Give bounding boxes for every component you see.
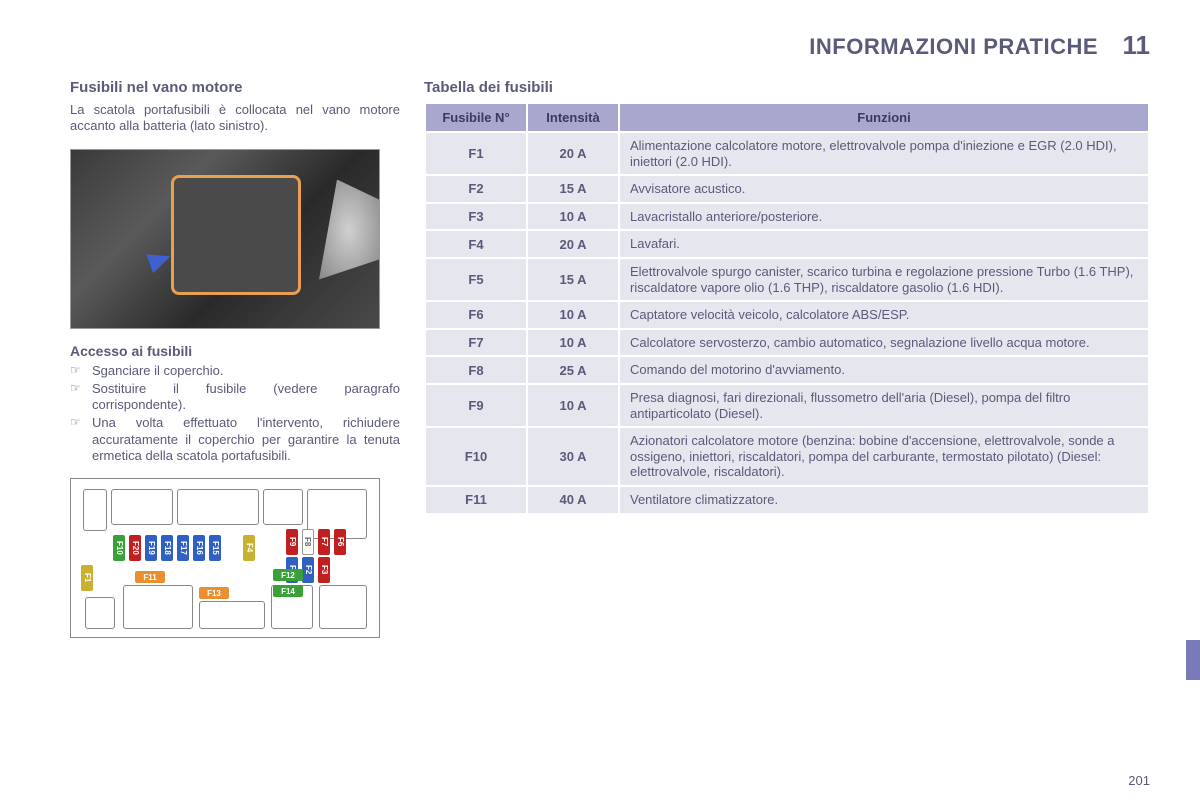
table-row: F910 APresa diagnosi, fari direzionali, … [426,385,1148,426]
fuse-function: Captatore velocità veicolo, calcolatore … [620,302,1148,328]
diagram-fuse-label: F8 [302,529,314,555]
diagram-outline-box [85,597,115,629]
diagram-fuse-label: F15 [209,535,221,561]
fuse-number: F3 [426,204,526,230]
diagram-fuse-label: F9 [286,529,298,555]
fuse-number: F1 [426,133,526,174]
headlight-shape [319,180,379,280]
fuse-function: Lavacristallo anteriore/posteriore. [620,204,1148,230]
list-item: Sganciare il coperchio. [70,363,400,379]
table-row: F610 ACaptatore velocità veicolo, calcol… [426,302,1148,328]
diagram-outline-box [83,489,107,531]
pointer-arrow-icon [146,246,174,272]
diagram-fuse-label: F18 [161,535,173,561]
page-number: 201 [1128,773,1150,788]
fuse-number: F11 [426,487,526,513]
table-row: F420 ALavafari. [426,231,1148,257]
table-row: F710 ACalcolatore servosterzo, cambio au… [426,330,1148,356]
diagram-fuse-label: F7 [318,529,330,555]
fuse-number: F4 [426,231,526,257]
diagram-fuse-label: F11 [135,571,165,583]
fuse-number: F9 [426,385,526,426]
fuse-number: F7 [426,330,526,356]
table-row: F1140 AVentilatore climatizzatore. [426,487,1148,513]
fuse-number: F5 [426,259,526,300]
fuse-intensity: 10 A [528,330,618,356]
diagram-fuse-label: F19 [145,535,157,561]
diagram-outline-box [263,489,303,525]
table-row: F1030 AAzionatori calcolatore motore (be… [426,428,1148,485]
diagram-fuse-label: F2 [302,557,314,583]
table-row: F515 AElettrovalvole spurgo canister, sc… [426,259,1148,300]
page-header: INFORMAZIONI PRATICHE 11 [70,30,1150,61]
diagram-outline-box [177,489,259,525]
fuse-intensity: 40 A [528,487,618,513]
fuse-function: Presa diagnosi, fari direzionali, flusso… [620,385,1148,426]
right-column: Tabella dei fusibili Fusibile N° Intensi… [424,79,1150,638]
fusebox-highlight [171,175,301,295]
access-steps-list: Sganciare il coperchio. Sostituire il fu… [70,363,400,465]
section-description: La scatola portafusibili è collocata nel… [70,102,400,135]
diagram-fuse-label: F16 [193,535,205,561]
diagram-fuse-label: F17 [177,535,189,561]
fuse-intensity: 20 A [528,133,618,174]
diagram-fuse-label: F10 [113,535,125,561]
fuse-number: F2 [426,176,526,202]
fuse-intensity: 10 A [528,302,618,328]
diagram-fuse-label: F14 [273,585,303,597]
page-tab-marker [1186,640,1200,680]
list-item: Sostituire il fusibile (vedere paragrafo… [70,381,400,414]
fuse-function: Ventilatore climatizzatore. [620,487,1148,513]
diagram-fuse-label: F6 [334,529,346,555]
diagram-fuse-label: F20 [129,535,141,561]
table-row: F825 AComando del motorino d'avviamento. [426,357,1148,383]
diagram-outline-box [319,585,367,629]
section-title: Fusibili nel vano motore [70,79,400,96]
table-row: F310 ALavacristallo anteriore/posteriore… [426,204,1148,230]
fuse-function: Elettrovalvole spurgo canister, scarico … [620,259,1148,300]
header-title: INFORMAZIONI PRATICHE [809,34,1098,59]
diagram-outline-box [199,601,265,629]
fuse-function: Comando del motorino d'avviamento. [620,357,1148,383]
fuse-intensity: 15 A [528,176,618,202]
table-row: F215 AAvvisatore acustico. [426,176,1148,202]
left-column: Fusibili nel vano motore La scatola port… [70,79,400,638]
col-header-number: Fusibile N° [426,104,526,131]
fuse-function: Calcolatore servosterzo, cambio automati… [620,330,1148,356]
fuse-table: Fusibile N° Intensità Funzioni F120 AAli… [424,102,1150,515]
diagram-outline-box [123,585,193,629]
fuse-function: Alimentazione calcolatore motore, elettr… [620,133,1148,174]
fuse-intensity: 25 A [528,357,618,383]
diagram-fuse-label: F12 [273,569,303,581]
fuse-intensity: 20 A [528,231,618,257]
fuse-number: F8 [426,357,526,383]
list-item: Una volta effettuato l'intervento, richi… [70,415,400,464]
diagram-fuse-label: F3 [318,557,330,583]
engine-photo [70,149,380,329]
fuse-intensity: 15 A [528,259,618,300]
diagram-fuse-label: F4 [243,535,255,561]
content-area: Fusibili nel vano motore La scatola port… [70,79,1150,638]
access-title: Accesso ai fusibili [70,343,400,359]
fuse-intensity: 10 A [528,204,618,230]
table-header-row: Fusibile N° Intensità Funzioni [426,104,1148,131]
diagram-fuse-label: F1 [81,565,93,591]
table-row: F120 AAlimentazione calcolatore motore, … [426,133,1148,174]
col-header-function: Funzioni [620,104,1148,131]
diagram-fuse-label: F13 [199,587,229,599]
fuse-number: F10 [426,428,526,485]
fuse-number: F6 [426,302,526,328]
fuse-function: Lavafari. [620,231,1148,257]
fuse-function: Azionatori calcolatore motore (benzina: … [620,428,1148,485]
fusebox-diagram: F10F20F19F18F17F16F15F4F9F8F7F6F5F2F3F1F… [70,478,380,638]
diagram-outline-box [111,489,173,525]
fuse-intensity: 30 A [528,428,618,485]
col-header-intensity: Intensità [528,104,618,131]
fuse-function: Avvisatore acustico. [620,176,1148,202]
fuse-intensity: 10 A [528,385,618,426]
table-title: Tabella dei fusibili [424,79,1150,96]
chapter-number: 11 [1123,30,1151,60]
